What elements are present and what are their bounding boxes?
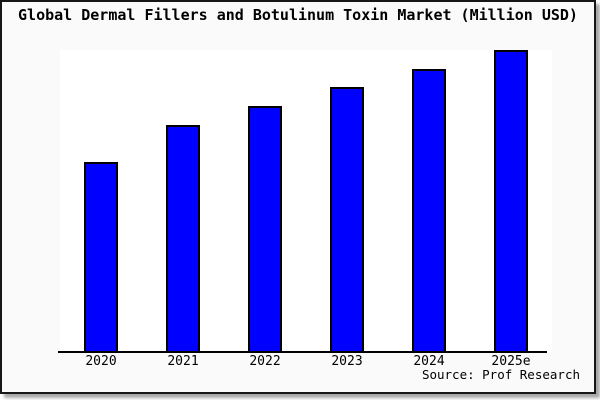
x-tick-label-2023: 2023 [331, 354, 363, 369]
x-tick-label-2025e: 2025e [491, 354, 531, 369]
bar-2020 [84, 161, 118, 351]
x-tick-label-2024: 2024 [413, 354, 445, 369]
bar-2021 [166, 124, 200, 351]
bar-slot [60, 50, 142, 351]
x-axis-labels: 2020 2021 2022 2023 2024 2025e [60, 355, 552, 369]
x-tick-label-2021: 2021 [167, 354, 199, 369]
x-tick-label-2022: 2022 [249, 354, 281, 369]
chart-title: Global Dermal Fillers and Botulinum Toxi… [18, 6, 578, 24]
plot-area [60, 50, 552, 352]
bar-slot [224, 50, 306, 351]
bar-2022 [248, 105, 282, 351]
bar-2023 [330, 87, 364, 351]
x-tick-label-2020: 2020 [85, 354, 117, 369]
bar-slot [142, 50, 224, 351]
bar-2024 [412, 69, 446, 351]
bar-slot [306, 50, 388, 351]
bar-series [60, 50, 552, 351]
bar-slot [388, 50, 470, 351]
x-axis-line [58, 351, 547, 353]
source-note: Source: Prof Research [421, 367, 580, 382]
bar-2025e [494, 50, 528, 351]
bar-slot [470, 50, 552, 351]
